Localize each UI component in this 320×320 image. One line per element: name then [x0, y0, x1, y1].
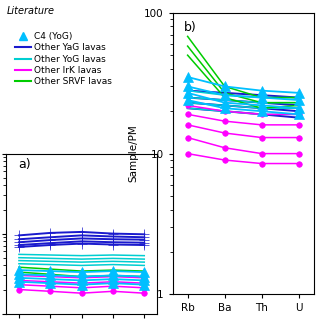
Legend: C4 (YoG), Other YaG lavas, Other YoG lavas, Other IrK lavas, Other SRVF lavas: C4 (YoG), Other YaG lavas, Other YoG lav… — [11, 28, 116, 90]
Text: a): a) — [19, 158, 31, 172]
Y-axis label: Sample/PM: Sample/PM — [129, 125, 139, 182]
Text: b): b) — [184, 21, 197, 34]
Text: Literature: Literature — [6, 6, 54, 16]
